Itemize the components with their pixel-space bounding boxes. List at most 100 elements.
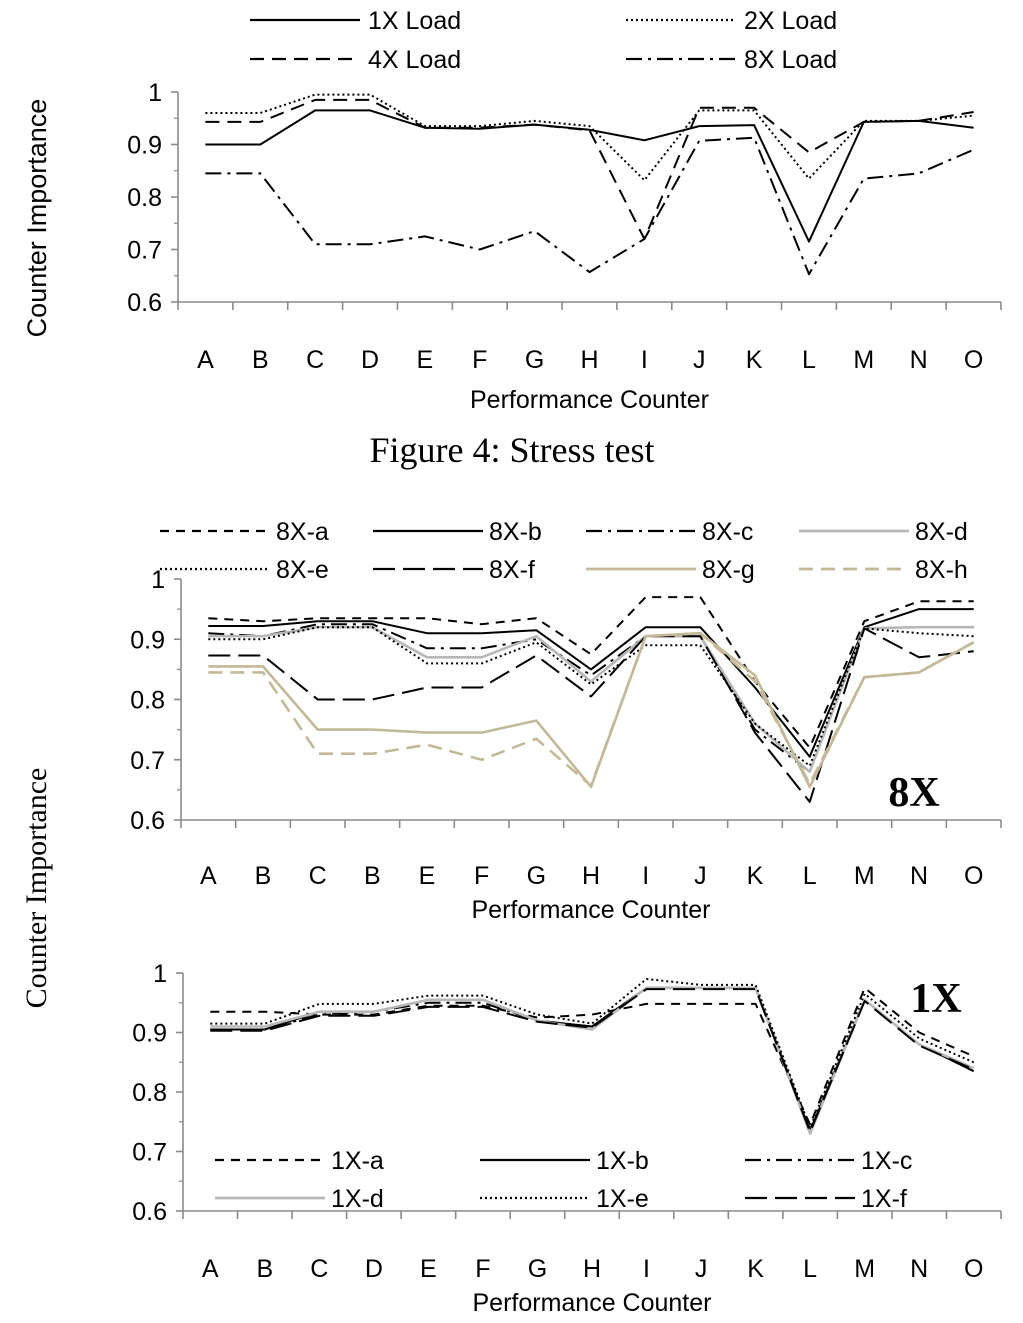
x-tick-label: A — [200, 862, 217, 890]
x-tick-label: O — [964, 346, 983, 374]
legend-label: 8X-b — [489, 518, 542, 546]
y-tick-label: 0.7 — [130, 747, 165, 775]
x-tick-label: G — [527, 862, 546, 890]
chart-1x-runs: 0.6 0.7 0.8 0.9 1 A B C D E F G H I J K L M N O Performance … — [132, 960, 1002, 1317]
y-tick-label: 0.7 — [127, 237, 162, 265]
legend-label: 1X-b — [596, 1147, 649, 1175]
x-tick-label: C — [306, 346, 324, 374]
legend-label: 8X-a — [276, 518, 329, 546]
x-tick-label: F — [475, 1255, 490, 1283]
x-tick-label: C — [310, 1255, 328, 1283]
legend-label: 8X-d — [915, 518, 968, 546]
legend-label: 1X-d — [331, 1185, 384, 1213]
x-tick-label: I — [643, 1255, 650, 1283]
y-tick-label: 0.6 — [127, 289, 162, 317]
legend-label: 1X Load — [368, 7, 461, 35]
series-line-1x-load — [205, 109, 974, 243]
x-tick-label: H — [582, 862, 600, 890]
series-line-1x-f — [210, 988, 975, 1133]
x-tick-label: E — [419, 862, 436, 890]
legend-label: 1X-f — [861, 1185, 907, 1213]
chart-annotation: 8X — [888, 770, 939, 816]
chart-stress-load: 0.6 0.7 0.8 0.9 1 A B C D E F G H I J K L M N O Performance … — [22, 7, 1002, 414]
x-tick-label: A — [202, 1255, 219, 1283]
x-axis-label: Performance Counter — [471, 896, 710, 924]
y-tick-label: 1 — [153, 960, 167, 988]
y-tick-label: 0.8 — [132, 1079, 167, 1107]
x-tick-label: A — [197, 346, 214, 374]
x-tick-label: K — [747, 1255, 764, 1283]
y-tick-label: 0.9 — [127, 132, 162, 160]
x-tick-label: D — [365, 1255, 383, 1283]
x-tick-label: G — [525, 346, 544, 374]
x-tick-label: B — [252, 346, 269, 374]
legend-label: 8X Load — [744, 46, 837, 74]
legend-label: 8X-g — [702, 556, 755, 584]
y-tick-label: 0.7 — [132, 1139, 167, 1167]
x-tick-label: K — [746, 346, 763, 374]
y-tick-label: 0.9 — [132, 1020, 167, 1048]
x-tick-label: F — [474, 862, 489, 890]
y-tick-label: 1 — [151, 566, 165, 594]
x-tick-label: L — [803, 1255, 817, 1283]
series-line-8x-a — [208, 596, 974, 749]
x-axis-label: Performance Counter — [470, 386, 709, 414]
x-tick-label: D — [361, 346, 379, 374]
legend-label: 8X-c — [702, 518, 753, 546]
y-tick-label: 0.6 — [132, 1198, 167, 1226]
x-tick-label: M — [854, 1255, 875, 1283]
y-tick-label: 0.6 — [130, 807, 165, 835]
figure-caption: Figure 4: Stress test — [370, 430, 655, 470]
x-tick-label: F — [472, 346, 487, 374]
x-tick-label: B — [364, 862, 381, 890]
x-axis-label: Performance Counter — [472, 1289, 711, 1317]
x-tick-label: H — [580, 346, 598, 374]
series-line-1x-e — [210, 978, 975, 1129]
y-tick-label: 0.8 — [127, 184, 162, 212]
x-tick-label: L — [802, 346, 816, 374]
x-tick-label: N — [910, 346, 928, 374]
legend-label: 8X-h — [915, 556, 968, 584]
x-tick-label: L — [803, 862, 817, 890]
series-line-8x-g — [208, 631, 975, 789]
y-axis-label: Counter Importance — [22, 99, 52, 338]
x-tick-label: M — [853, 346, 874, 374]
x-tick-label: E — [420, 1255, 437, 1283]
x-tick-label: J — [693, 346, 706, 374]
y-tick-label: 0.8 — [130, 687, 165, 715]
x-tick-label: J — [694, 862, 707, 890]
x-tick-label: O — [964, 862, 983, 890]
legend-label: 2X Load — [744, 7, 837, 35]
series-line-8x-b — [208, 608, 974, 758]
y-tick-label: 0.9 — [130, 626, 165, 654]
x-tick-label: G — [528, 1255, 547, 1283]
series-line-2x-load — [205, 93, 974, 182]
legend-label: 1X-c — [861, 1147, 912, 1175]
y-axis-label-shared: Counter Importance — [20, 768, 53, 1009]
x-tick-label: J — [695, 1255, 708, 1283]
legend-label: 1X-e — [596, 1185, 649, 1213]
x-tick-label: K — [747, 862, 764, 890]
series-line-4x-load — [205, 98, 974, 240]
x-tick-label: H — [583, 1255, 601, 1283]
x-tick-label: N — [910, 862, 928, 890]
x-tick-label: O — [964, 1255, 983, 1283]
series-line-8x-c — [208, 623, 974, 773]
x-tick-label: N — [910, 1255, 928, 1283]
x-tick-label: B — [256, 1255, 273, 1283]
x-tick-label: I — [641, 346, 648, 374]
x-tick-label: M — [854, 862, 875, 890]
legend-label: 1X-a — [331, 1147, 384, 1175]
x-tick-label: B — [255, 862, 272, 890]
x-tick-label: I — [642, 862, 649, 890]
series-line-8x-load — [205, 136, 974, 276]
series-line-8x-f — [208, 627, 974, 803]
y-tick-label: 1 — [148, 79, 162, 107]
legend-label: 8X-e — [276, 556, 329, 584]
chart-annotation: 1X — [910, 976, 961, 1022]
x-tick-label: C — [309, 862, 327, 890]
legend-label: 4X Load — [368, 46, 461, 74]
x-tick-label: E — [417, 346, 434, 374]
chart-8x-runs: 0.6 0.7 0.8 0.9 1 A B C B E F G H I J K L M N O Performance … — [130, 518, 1002, 924]
